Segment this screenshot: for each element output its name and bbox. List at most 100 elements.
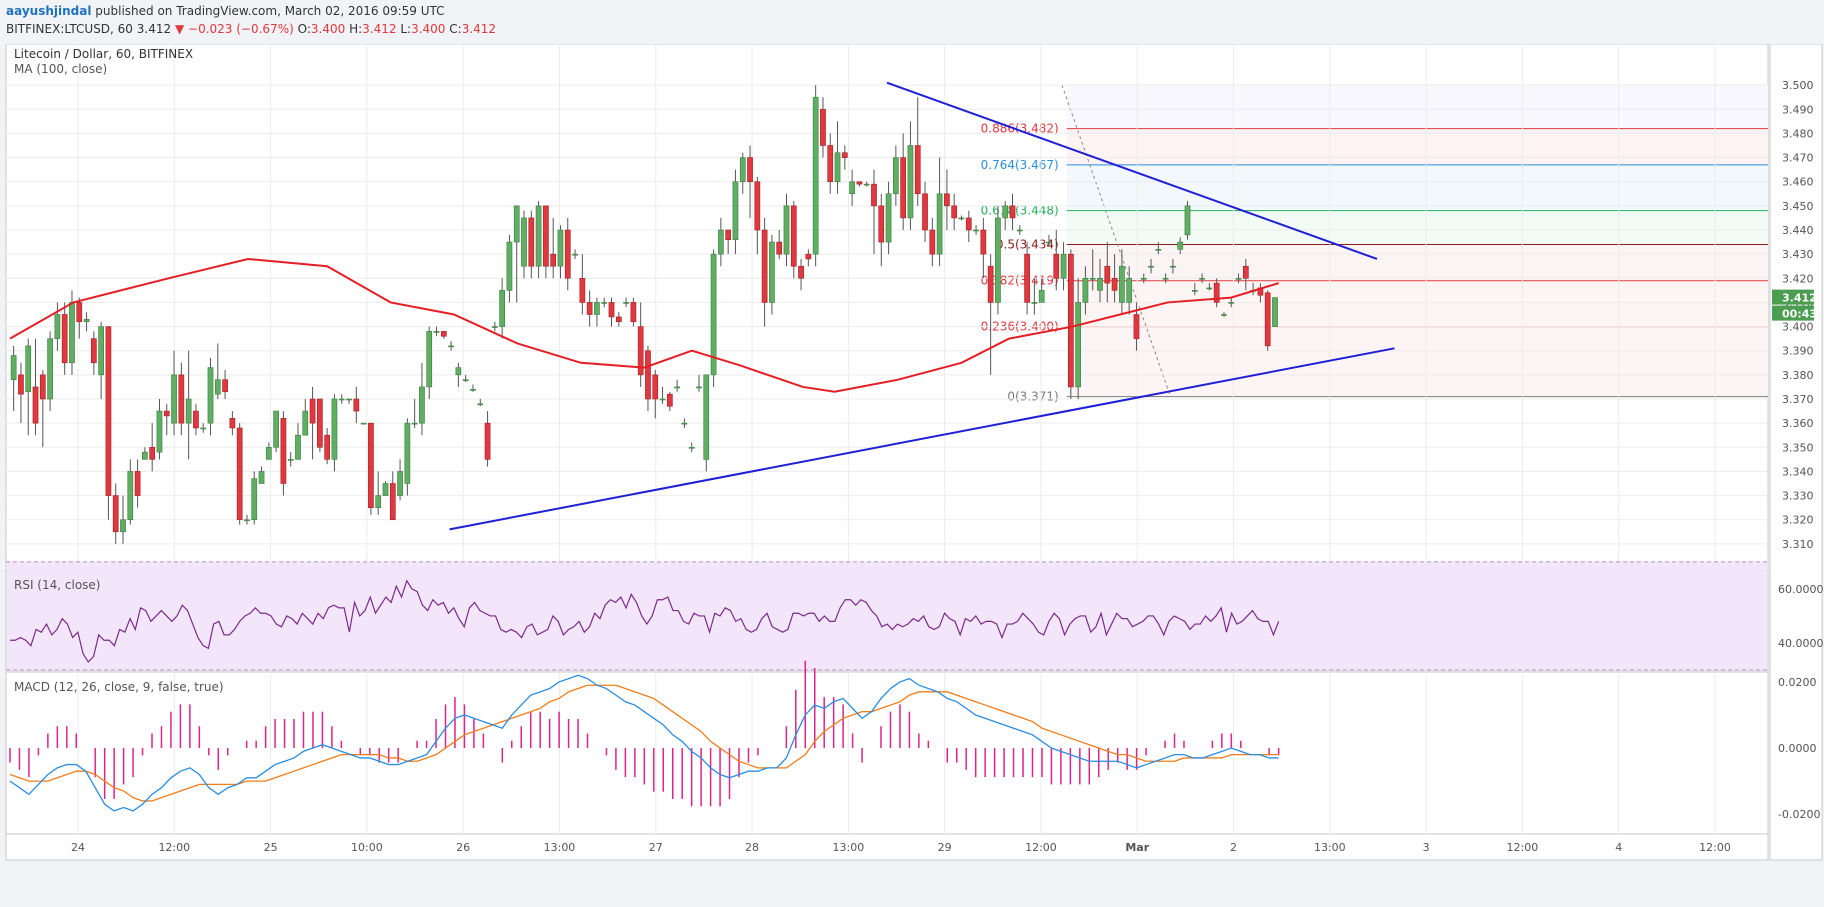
candle-body	[149, 446, 156, 460]
price-tick-label: 3.480	[1782, 127, 1814, 140]
candle-body	[25, 345, 32, 393]
candle-body	[1242, 265, 1249, 279]
candle-body	[973, 229, 979, 232]
macd-line	[9, 674, 1279, 812]
candle-body	[521, 217, 527, 267]
chart-canvas[interactable]: 0.886(3.482)0.764(3.467)0.618(3.448)0.5(…	[0, 44, 1824, 907]
candle-body	[236, 427, 243, 521]
candle-body	[980, 229, 987, 255]
price-tick-label: 3.470	[1782, 152, 1814, 165]
candle-body	[360, 422, 367, 425]
candle-body	[83, 319, 90, 323]
time-tick-label: 13:00	[544, 841, 576, 854]
time-tick-label: 4	[1615, 841, 1622, 854]
candle-body	[718, 229, 724, 255]
time-tick-label: 12:00	[1507, 841, 1539, 854]
rsi-title: RSI (14, close)	[14, 578, 100, 592]
macd-tick-label: 0.0000	[1778, 742, 1817, 755]
candle-body	[987, 265, 994, 303]
candle-body	[1067, 253, 1074, 388]
candle-body	[200, 427, 207, 430]
price-tick-label: 3.440	[1782, 224, 1814, 237]
last-price-tag	[1772, 289, 1814, 305]
candle-body	[645, 350, 651, 400]
rsi-tick-label: 40.0000	[1778, 637, 1824, 650]
fib-level-label: 0.886(3.482)	[981, 122, 1059, 136]
candle-body	[462, 379, 469, 381]
candle-body	[849, 181, 855, 195]
candle-body	[1075, 302, 1081, 388]
ohlc-readout: O:3.400 H:3.412 L:3.400 C:3.412	[297, 22, 497, 36]
symbol-label: BITFINEX:LTCUSD, 60	[6, 22, 133, 36]
candle-body	[594, 302, 600, 315]
candle-body	[798, 265, 804, 279]
time-tick-label: 3	[1423, 841, 1430, 854]
candle-body	[623, 302, 629, 304]
candle-body	[185, 398, 192, 424]
price-tick-label: 3.500	[1782, 79, 1814, 92]
macd-tick-label: 0.0200	[1778, 676, 1817, 689]
candle-body	[302, 410, 309, 436]
candle-body	[156, 410, 163, 453]
candle-body	[893, 157, 899, 195]
candle-body	[47, 338, 53, 400]
candle-body	[1111, 277, 1118, 291]
candle-body	[214, 379, 221, 395]
fib-zone	[1066, 326, 1768, 397]
price-tick-label: 3.400	[1782, 321, 1814, 334]
candle-body	[710, 253, 717, 376]
candle-body	[18, 374, 24, 395]
candle-body	[965, 217, 972, 231]
candle-body	[812, 96, 819, 255]
candle-body	[484, 422, 491, 460]
time-tick-label: 10:00	[351, 841, 383, 854]
candle-body	[513, 205, 520, 243]
candle-body	[54, 314, 61, 339]
candle-body	[652, 374, 659, 400]
candle-body	[1162, 277, 1169, 280]
candle-body	[841, 152, 848, 158]
candle-body	[142, 451, 148, 460]
time-tick-label: 24	[71, 841, 85, 854]
countdown-tag	[1772, 305, 1814, 321]
candle-body	[69, 302, 75, 364]
candle-body	[1031, 302, 1038, 304]
candle-body	[995, 217, 1001, 303]
candle-body	[295, 434, 301, 460]
candle-body	[703, 374, 710, 460]
price-tick-label: 3.490	[1782, 103, 1814, 116]
candle-body	[557, 229, 564, 267]
candle-body	[338, 398, 345, 401]
candle-body	[317, 398, 323, 448]
candle-body	[761, 229, 768, 303]
time-tick-label: 28	[745, 841, 759, 854]
candle-body	[1272, 297, 1278, 327]
candle-body	[579, 277, 586, 303]
candle-body	[1038, 290, 1045, 303]
price-tick-label: 3.330	[1782, 490, 1814, 503]
candle-body	[419, 386, 425, 424]
candle-body	[871, 183, 877, 207]
fib-zone	[1066, 280, 1768, 327]
time-tick-label: 13:00	[833, 841, 865, 854]
candle-body	[506, 241, 513, 291]
candle-body	[1016, 229, 1023, 232]
candle-body	[207, 367, 214, 424]
price-tick-label: 3.430	[1782, 248, 1814, 261]
resistance-trendline[interactable]	[886, 81, 1378, 260]
author-link[interactable]: aayushjindal	[6, 4, 92, 18]
candle-body	[929, 229, 936, 255]
price-tick-label: 3.320	[1782, 514, 1814, 527]
support-trendline[interactable]	[449, 347, 1395, 531]
candle-body	[375, 495, 382, 508]
candle-body	[805, 253, 812, 260]
candle-body	[98, 326, 104, 376]
candle-body	[251, 478, 258, 521]
countdown-tag-label: 00:43	[1782, 308, 1817, 321]
chart-header: aayushjindal published on TradingView.co…	[0, 0, 1824, 44]
price-tick-label: 3.340	[1782, 465, 1814, 478]
candle-body	[492, 326, 498, 328]
candle-body	[528, 217, 535, 267]
candle-body	[404, 422, 411, 484]
candle-body	[1046, 241, 1052, 244]
